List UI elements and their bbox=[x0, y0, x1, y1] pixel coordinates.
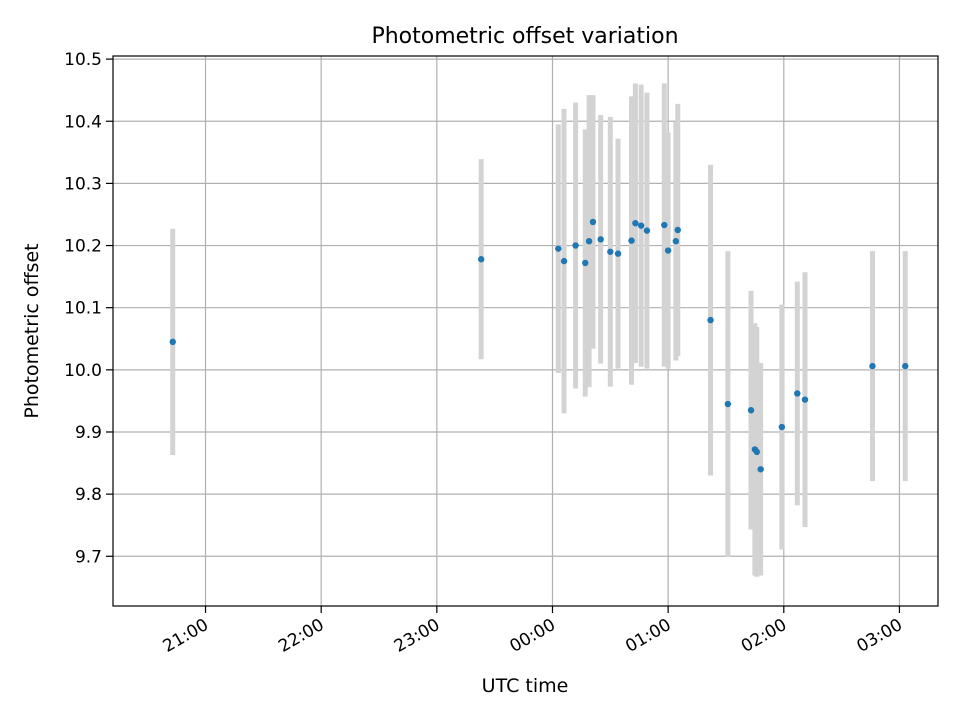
x-tick-label: 21:00 bbox=[160, 615, 212, 657]
y-tick-label: 10.5 bbox=[64, 50, 102, 70]
data-point bbox=[869, 362, 876, 370]
data-point bbox=[707, 316, 714, 324]
data-point bbox=[661, 221, 668, 229]
x-axis-label: UTC time bbox=[482, 675, 569, 697]
x-tick-label: 22:00 bbox=[275, 615, 327, 657]
data-point bbox=[674, 226, 681, 234]
data-point bbox=[794, 390, 801, 397]
data-point bbox=[560, 257, 568, 265]
y-tick-label: 10.4 bbox=[64, 112, 102, 132]
data-point bbox=[643, 227, 651, 234]
data-point bbox=[582, 259, 589, 267]
y-axis-label: Photometric offset bbox=[21, 243, 43, 418]
data-point bbox=[628, 237, 635, 244]
data-point bbox=[607, 248, 614, 255]
data-point bbox=[585, 237, 593, 245]
x-tick-label: 02:00 bbox=[738, 615, 790, 657]
y-tick-label: 10.2 bbox=[64, 237, 102, 257]
data-point bbox=[801, 396, 809, 403]
data-point bbox=[778, 423, 786, 431]
y-tick-label: 9.7 bbox=[75, 547, 102, 567]
data-point bbox=[753, 448, 761, 456]
data-point bbox=[632, 219, 639, 227]
x-tick-label: 03:00 bbox=[854, 615, 906, 657]
data-point bbox=[672, 237, 680, 245]
y-tick-label: 9.9 bbox=[75, 423, 102, 443]
data-points bbox=[169, 218, 909, 473]
data-point bbox=[637, 222, 645, 229]
x-axis: 21:00 22:00 23:00 00:00 01:00 02:00 03:00 bbox=[160, 606, 906, 657]
plot-frame bbox=[112, 55, 939, 607]
chart-title: Photometric offset variation bbox=[371, 24, 678, 49]
data-point bbox=[747, 407, 755, 414]
x-tick-label: 01:00 bbox=[622, 615, 674, 657]
y-axis: 9.7 9.8 9.9 10.0 10.1 10.2 10.3 10.4 10.5 bbox=[64, 50, 113, 567]
data-point bbox=[597, 236, 604, 243]
data-point bbox=[902, 362, 909, 370]
y-tick-label: 9.8 bbox=[75, 485, 102, 505]
x-tick-label: 23:00 bbox=[391, 615, 443, 657]
y-tick-label: 10.0 bbox=[64, 361, 102, 381]
data-point bbox=[555, 245, 562, 252]
grid-lines bbox=[113, 56, 938, 606]
data-point bbox=[724, 400, 732, 408]
error-bars bbox=[170, 83, 908, 577]
data-point bbox=[572, 242, 579, 249]
y-tick-label: 10.3 bbox=[64, 174, 102, 194]
data-point bbox=[614, 250, 622, 257]
y-tick-label: 10.1 bbox=[64, 299, 102, 319]
data-point bbox=[477, 256, 485, 263]
data-point bbox=[589, 218, 597, 226]
data-point bbox=[664, 247, 672, 254]
data-point bbox=[757, 466, 764, 473]
x-tick-label: 00:00 bbox=[507, 615, 559, 657]
data-point bbox=[169, 338, 176, 346]
